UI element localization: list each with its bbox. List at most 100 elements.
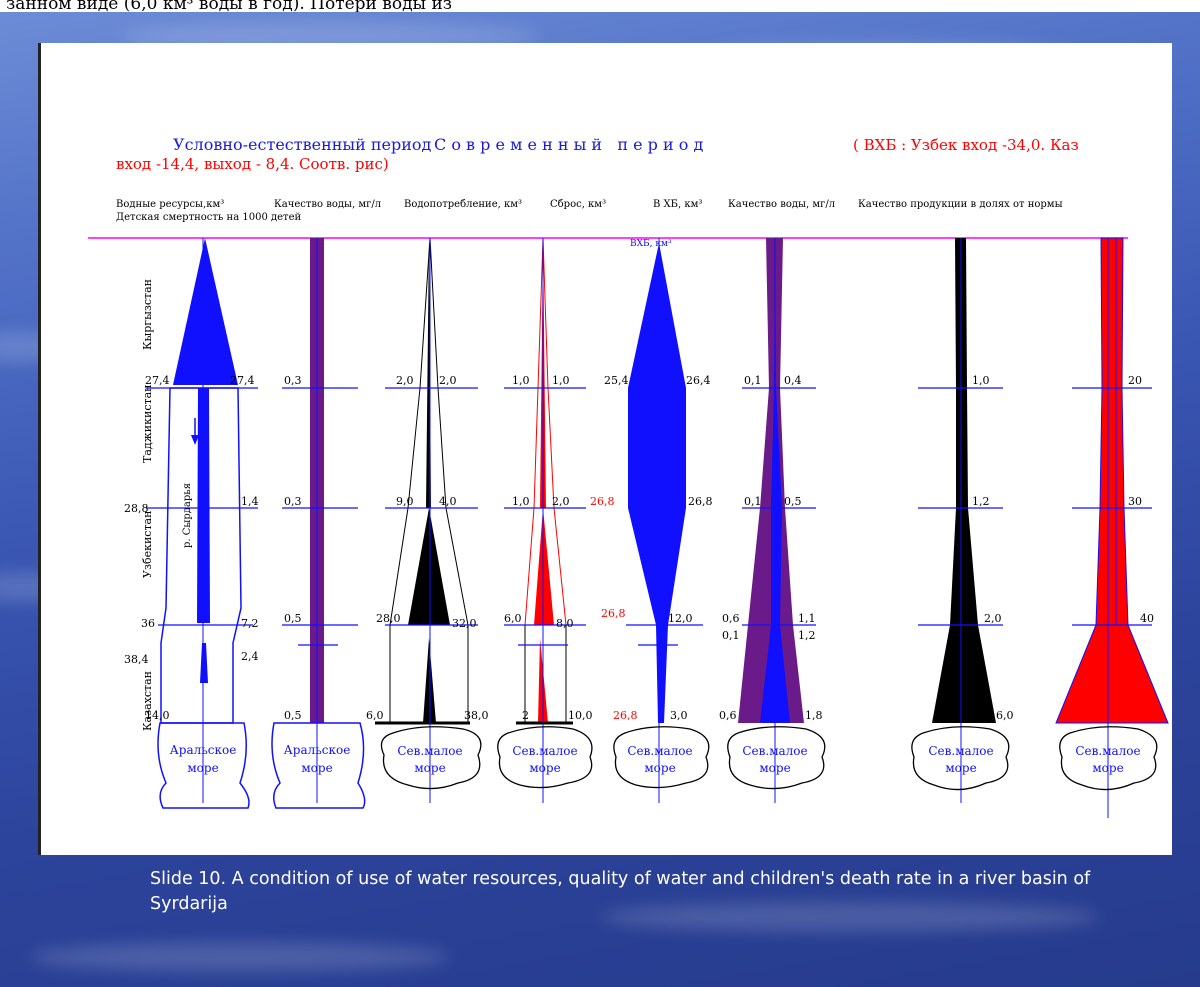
panel-left-border — [38, 43, 41, 855]
region-uzbekistan: Узбекистан — [141, 511, 154, 578]
c5-l4: 26,8 — [613, 709, 638, 722]
c4-r1: 1,0 — [552, 374, 570, 387]
c3-r2: 4,0 — [439, 495, 457, 508]
col-header-water-quality: Качество воды, мг/л — [274, 199, 381, 210]
col2-water-quality: 0,3 0,3 0,5 0,5 Аральское море — [271, 238, 366, 809]
c5-l3: 26,8 — [601, 607, 626, 620]
c5-r3: 12,0 — [668, 612, 693, 625]
north-sea-shape-5 — [613, 726, 710, 789]
c2-v4: 0,5 — [284, 709, 302, 722]
aral-sea-label-2a: Аральское — [284, 743, 351, 757]
col-header-water-resources: Водные ресурсы,км³ — [116, 199, 224, 210]
col7-shape — [932, 238, 996, 723]
c7-v4: 6,0 — [996, 709, 1014, 722]
col1-arrow-head — [191, 435, 199, 445]
aral-sea-shape-2 — [271, 722, 366, 809]
c4-r2: 2,0 — [552, 495, 570, 508]
c6-l5: 0,6 — [719, 709, 737, 722]
aral-sea-label-1b: море — [187, 761, 218, 775]
north-sea-shape-6 — [727, 726, 826, 790]
col-header-vhb: В ХБ, км³ — [653, 199, 702, 210]
col4-inner-mid — [534, 508, 554, 625]
north-sea-shape-7 — [911, 726, 1010, 791]
c4-l2: 1,0 — [512, 495, 530, 508]
c5-l2: 26,8 — [590, 495, 615, 508]
c3-r3: 32,0 — [452, 617, 477, 630]
c6-l1: 0,1 — [744, 374, 762, 387]
c6-r2: 0,5 — [784, 495, 802, 508]
col1-flow-2 — [200, 643, 208, 683]
diagram-panel: Условно-естественный период С о в р е м … — [38, 43, 1172, 855]
c4-l4: 2 — [522, 709, 529, 722]
north-sea-label-3b: море — [414, 761, 445, 775]
aral-sea-shape-1 — [157, 722, 250, 809]
north-sea-label-5b: море — [644, 761, 675, 775]
c2-v1: 0,3 — [284, 374, 302, 387]
c1-r2: 1,4 — [241, 495, 259, 508]
col8-shape — [1055, 237, 1169, 724]
c3-l2: 9,0 — [396, 495, 414, 508]
c6-l2: 0,1 — [744, 495, 762, 508]
col6-purple — [738, 238, 804, 723]
c1-r1: 27,4 — [230, 374, 255, 387]
col5-vhb: ВХБ, км³ 25,4 26,4 26,8 26,8 26,8 12,0 2… — [590, 238, 713, 803]
c5-l1: 25,4 — [604, 374, 629, 387]
c3-r4: 38,0 — [464, 709, 489, 722]
col-header-discharge: Сброс, км³ — [550, 199, 606, 210]
north-sea-label-7b: море — [945, 761, 976, 775]
north-sea-label-6a: Сев.малое — [742, 744, 807, 758]
north-sea-label-5a: Сев.малое — [627, 744, 692, 758]
c2-v3: 0,5 — [284, 612, 302, 625]
c7-v3: 2,0 — [984, 612, 1002, 625]
c7-v1: 1,0 — [972, 374, 990, 387]
col5-shape — [628, 243, 686, 723]
c1-r3: 7,2 — [241, 617, 259, 630]
north-sea-label-4b: море — [529, 761, 560, 775]
c1-l1: 27,4 — [145, 374, 170, 387]
c6-r4: 1,2 — [798, 629, 816, 642]
col3-consumption: 2,0 2,0 9,0 4,0 28,0 32,0 6,0 38,0 Сев.м… — [366, 237, 489, 803]
col-header-consumption: Водопотребление, км³ — [404, 199, 522, 210]
c4-l1: 1,0 — [512, 374, 530, 387]
slide-caption: Slide 10. A condition of use of water re… — [150, 869, 1091, 914]
c3-r1: 2,0 — [439, 374, 457, 387]
north-sea-label-6b: море — [759, 761, 790, 775]
col6-water-quality: 0,1 0,4 0,1 0,5 0,6 1,1 0,1 1,2 0,6 1,8 … — [719, 238, 826, 803]
c8-v3: 40 — [1140, 612, 1154, 625]
c3-l4: 6,0 — [366, 709, 384, 722]
title-natural-period: Условно-естественный период — [173, 135, 432, 154]
north-sea-shape-8 — [1059, 726, 1158, 791]
region-tajikistan: Таджикистан — [141, 385, 154, 463]
c6-r1: 0,4 — [784, 374, 802, 387]
c1-l3: 36 — [141, 617, 155, 630]
north-sea-label-3a: Сев.малое — [397, 744, 462, 758]
col1-kyrgyz-triangle — [173, 238, 238, 385]
col7-product-quality: 1,0 1,2 2,0 6,0 Сев.малое море — [911, 238, 1014, 803]
c8-v2: 30 — [1128, 495, 1142, 508]
north-sea-label-8a: Сев.малое — [1075, 744, 1140, 758]
aral-sea-label-2b: море — [301, 761, 332, 775]
c5-r2: 26,8 — [688, 495, 713, 508]
col3-inner-mid — [408, 508, 450, 625]
col-header-product-quality: Качество продукции в долях от нормы — [858, 199, 1063, 210]
title-modern-period: С о в р е м е н н ы й п е р и о д — [434, 135, 703, 154]
c3-l3: 28,0 — [376, 612, 401, 625]
north-sea-shape-3 — [380, 726, 482, 790]
title-vhb-note: ( ВХБ : Узбек вход -34,0. Каз — [853, 136, 1079, 154]
c8-v1: 20 — [1128, 374, 1142, 387]
north-sea-label-7a: Сев.малое — [928, 744, 993, 758]
c6-l3: 0,6 — [722, 612, 740, 625]
water-diagram: Условно-естественный период С о в р е м … — [88, 135, 1169, 818]
col8-child-mortality: 20 30 40 Сев.малое море — [1055, 237, 1169, 818]
top-strip: занном виде (6,0 км³ воды в год). Потери… — [0, 0, 1200, 14]
north-sea-label-8b: море — [1092, 761, 1123, 775]
region-kyrgyzstan: Кыргызстан — [141, 279, 154, 350]
c4-r4: 10,0 — [568, 709, 593, 722]
c7-v2: 1,2 — [972, 495, 990, 508]
aral-sea-label-1a: Аральское — [170, 743, 237, 757]
c6-r5: 1,8 — [805, 709, 823, 722]
c4-l3: 6,0 — [504, 612, 522, 625]
title-line2: вход -14,4, выход - 8,4. Соотв. рис) — [116, 155, 389, 173]
col-header-water-quality-2: Качество воды, мг/л — [728, 199, 835, 210]
top-text: занном виде (6,0 км³ воды в год). Потери… — [6, 0, 453, 14]
